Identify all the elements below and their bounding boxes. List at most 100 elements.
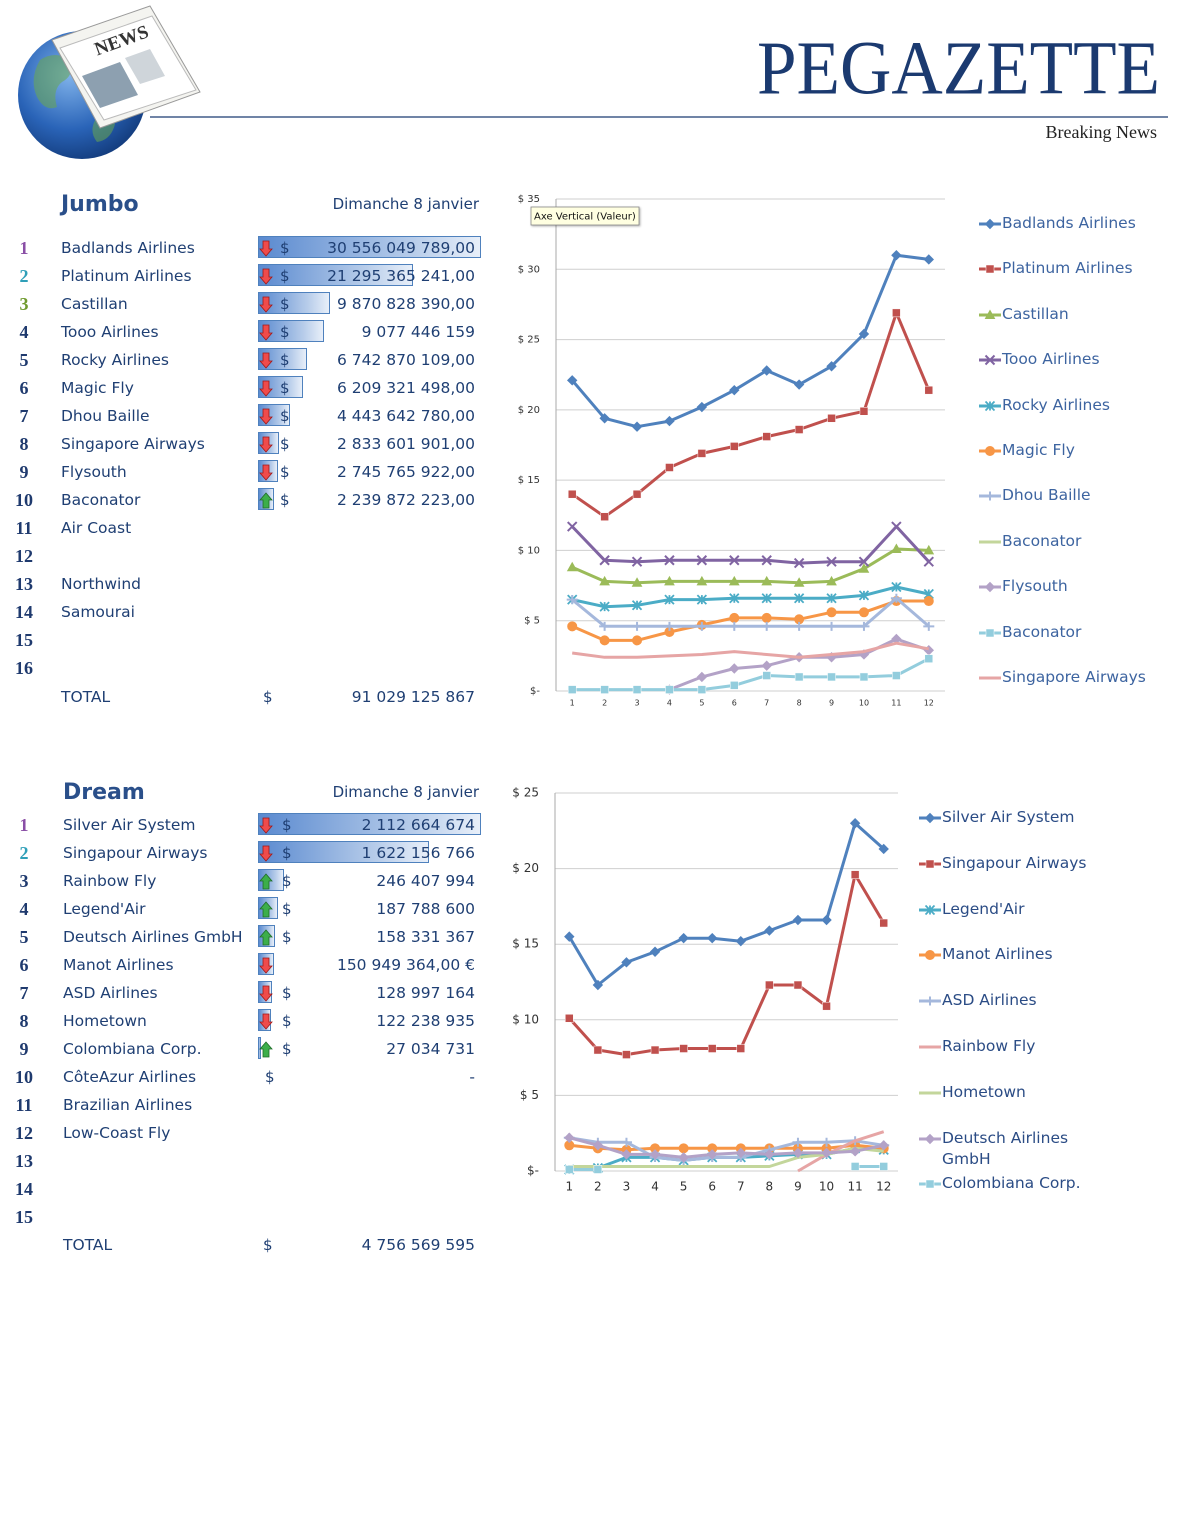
point-marker [891, 521, 902, 532]
point-marker [792, 1137, 804, 1147]
point-marker [891, 543, 902, 554]
rank: 1 [19, 815, 29, 835]
point-marker [632, 635, 643, 646]
legend-item: Castillan [978, 304, 1181, 325]
currency: $ [282, 816, 292, 834]
rank: 2 [19, 266, 29, 286]
y-tick-label: $ 25 [518, 335, 540, 346]
x-tick-label: 5 [699, 699, 704, 708]
rank: 5 [19, 927, 29, 947]
y-tick-label: $ 10 [512, 1012, 539, 1026]
arrow-shape [259, 1013, 273, 1030]
point-marker [985, 628, 995, 637]
point-marker [696, 555, 708, 566]
legend-label: Rainbow Fly [942, 1037, 1036, 1055]
legend-item: Deutsch Airlines GmbH [918, 1128, 1097, 1170]
trend-icon [259, 408, 273, 425]
point-marker [923, 596, 934, 607]
trend-icon [259, 929, 273, 946]
point-marker [762, 432, 771, 441]
point-marker [649, 1149, 661, 1160]
point-marker [620, 1137, 632, 1147]
point-marker [631, 600, 643, 611]
legend-swatch [979, 265, 1001, 274]
point-marker [924, 385, 934, 395]
trend-icon [259, 985, 273, 1002]
rank: 15 [15, 1207, 33, 1227]
point-marker [631, 621, 643, 631]
rank: 13 [15, 574, 33, 594]
currency: $ [280, 323, 290, 341]
trend-arrow [259, 268, 273, 285]
x-tick-label: 12 [876, 1180, 891, 1194]
total-amount: 91 029 125 867 [351, 688, 475, 706]
legend-label: Castillan [1002, 304, 1069, 323]
legend-swatch [919, 859, 941, 869]
rank: 15 [15, 630, 33, 650]
point-marker [631, 577, 643, 587]
point-marker [567, 375, 578, 386]
point-marker [859, 672, 869, 682]
series-line [569, 1165, 884, 1171]
point-marker [878, 1140, 889, 1151]
rank: 16 [15, 658, 33, 678]
currency: $ [282, 1040, 292, 1058]
x-tick-label: 2 [602, 699, 607, 708]
arrow-shape [259, 1041, 273, 1058]
point-marker [663, 621, 675, 631]
amount: 187 788 600 [376, 900, 475, 918]
rank: 14 [15, 602, 33, 622]
point-marker [632, 489, 642, 499]
point-marker [850, 870, 860, 879]
y-tick-label: $ 30 [518, 264, 540, 275]
legend-item: Silver Air System [918, 807, 1097, 828]
point-marker [850, 1162, 860, 1171]
point-marker [879, 918, 888, 928]
total-amount: 4 756 569 595 [361, 1236, 475, 1254]
rank: 14 [15, 1179, 33, 1199]
data-bar [258, 813, 481, 835]
legend-swatch [919, 1091, 941, 1095]
rank: 9 [19, 462, 29, 482]
data-bar [258, 264, 414, 286]
point-marker [826, 593, 837, 604]
company-name: Platinum Airlines [61, 267, 192, 285]
section-date: Dimanche 8 janvier [332, 195, 479, 213]
x-tick-label: 3 [634, 699, 639, 708]
y-tick-label: $ 5 [524, 616, 540, 627]
amount: 246 407 994 [376, 872, 475, 890]
legend-swatch [979, 628, 1001, 637]
amount: 21 295 365 241,00 [327, 267, 475, 285]
company-name: Brazilian Airlines [63, 1096, 193, 1114]
point-marker [632, 685, 642, 694]
trend-arrow [259, 929, 273, 946]
point-marker [858, 563, 870, 573]
trend-arrow [259, 408, 273, 425]
data-bar [258, 348, 308, 370]
amount: 150 949 364,00 € [336, 956, 475, 974]
point-marker [566, 561, 578, 572]
arrow-shape [259, 817, 273, 834]
company-name: Air Coast [61, 519, 132, 537]
point-marker [826, 361, 837, 372]
rank: 7 [19, 406, 29, 426]
point-marker [761, 555, 772, 566]
trend-arrow [259, 985, 273, 1002]
x-tick-label: 2 [594, 1180, 602, 1194]
rank: 12 [15, 1123, 33, 1143]
x-tick-label: 3 [623, 1180, 631, 1194]
legend-swatch [919, 1180, 941, 1189]
rank: 11 [15, 518, 33, 538]
point-marker [925, 950, 935, 961]
point-marker [794, 425, 804, 434]
company-name: Colombiana Corp. [63, 1040, 202, 1058]
newspaper-photo [82, 62, 138, 108]
trend-icon [259, 380, 273, 397]
point-marker [707, 1149, 718, 1160]
trend-arrow [259, 873, 273, 890]
series-line [571, 585, 930, 609]
x-tick-label: 6 [708, 1180, 716, 1194]
trend-arrow [259, 296, 273, 313]
amount: 2 745 765 922,00 [336, 463, 475, 481]
trend-arrow [259, 240, 273, 257]
